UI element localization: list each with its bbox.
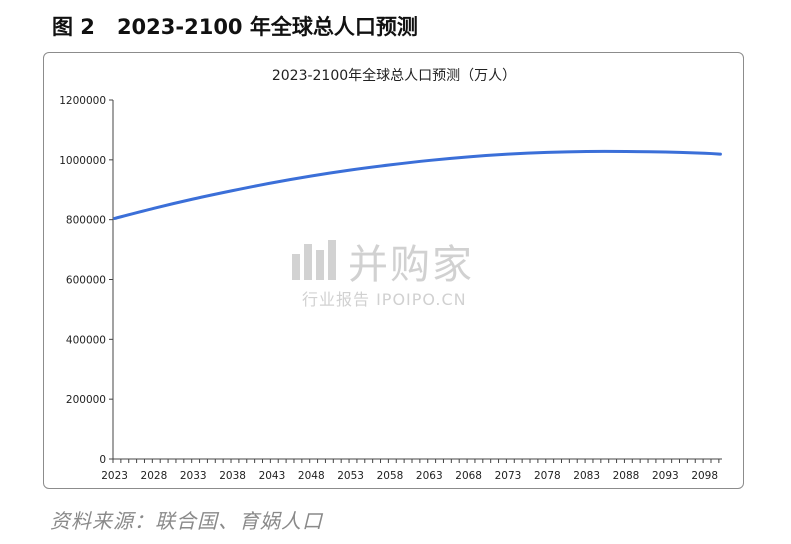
chart-title: 2023-2100年全球总人口预测（万人） [272,67,516,84]
x-tick-label: 2093 [652,470,679,482]
y-tick-label: 200000 [66,394,106,406]
x-tick-label: 2078 [534,470,561,482]
x-tick-label: 2058 [377,470,404,482]
y-tick-label: 600000 [66,275,106,287]
population-line-chart: 2023-2100年全球总人口预测（万人） 0 200000 400000 60000… [59,67,722,482]
series-group [113,149,722,220]
y-tick-label: 1000000 [59,155,106,167]
figure-title: 图 2 2023-2100 年全球总人口预测 [52,10,418,44]
axes: 0 200000 400000 600000 800000 1000000 1200000 2… [59,95,722,482]
y-tick-label: 0 [99,454,106,466]
x-tick-label: 2033 [180,470,207,482]
x-tick-label: 2048 [298,470,325,482]
x-tick-label: 2038 [219,470,246,482]
figure-title-text: 2023-2100 年全球总人口预测 [116,15,418,39]
x-tick-label: 2083 [573,470,600,482]
x-tick-label: 2053 [337,470,364,482]
figure-number: 图 2 [52,15,95,39]
x-tick-label: 2063 [416,470,443,482]
x-tick-label: 2043 [259,470,286,482]
y-tick-label: 400000 [66,334,106,346]
x-tick-label: 2088 [613,470,640,482]
x-tick-label: 2098 [691,470,718,482]
x-tick-label: 2028 [141,470,168,482]
x-tick-label: 2073 [495,470,522,482]
y-tick-label: 800000 [66,215,106,227]
source-note: 资料来源：联合国、育娲人口 [50,509,323,533]
y-tick-label: 1200000 [59,95,106,107]
x-tick-label: 2023 [101,470,128,482]
series-line [113,149,722,220]
x-tick-label: 2068 [455,470,482,482]
chart-frame: 2023-2100年全球总人口预测（万人） 0 200000 400000 60000… [43,52,744,489]
